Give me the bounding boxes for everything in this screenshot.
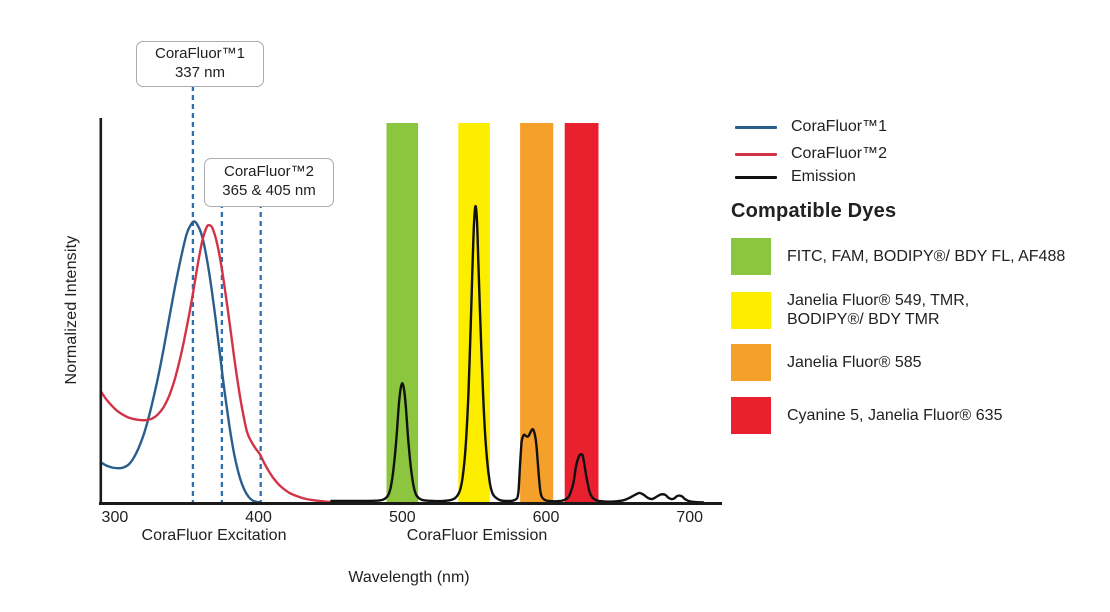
annotation-corafluor1-wavelength: 337 nm xyxy=(174,64,226,81)
annotation-corafluor2-wavelength: 365 & 405 nm xyxy=(222,182,316,199)
dye-label-line: Janelia Fluor® 585 xyxy=(787,354,922,371)
legend-line-swatch-red xyxy=(735,152,777,156)
x-axis-label: Wavelength (nm) xyxy=(348,569,470,586)
legend-label: CoraFluor™1 xyxy=(791,118,888,135)
dye-band-red xyxy=(564,123,599,503)
annotation-corafluor1-title: CoraFluor™1 xyxy=(154,45,246,62)
dye-item-red: Cyanine 5, Janelia Fluor® 635 xyxy=(731,397,1002,434)
legend-item-corafluor1: CoraFluor™1 xyxy=(735,118,887,136)
legend-item-emission: Emission xyxy=(735,168,856,186)
legend-line-swatch-blue xyxy=(735,125,777,129)
x-section-label-excitation: CoraFluor Excitation xyxy=(141,527,287,544)
annotation-corafluor1: CoraFluor™1 337 nm xyxy=(136,41,264,87)
annotation-corafluor2: CoraFluor™2 365 & 405 nm xyxy=(204,158,334,207)
spectra-chart: 300 400 500 600 700 xyxy=(99,86,722,526)
x-tick-label: 700 xyxy=(676,509,703,526)
dye-label-line: Janelia Fluor® 549, TMR, xyxy=(787,292,970,309)
x-axis-line xyxy=(99,502,722,505)
corafluor1-excitation-curve xyxy=(99,220,262,504)
x-tick-label: 500 xyxy=(389,509,416,526)
dye-band-green xyxy=(386,123,419,503)
dye-item-green: FITC, FAM, BODIPY®/ BDY FL, AF488 xyxy=(731,238,1065,275)
dye-swatch-yellow xyxy=(731,291,771,329)
dye-label-line: BODIPY®/ BDY TMR xyxy=(787,311,940,328)
dye-item-orange: Janelia Fluor® 585 xyxy=(731,344,922,381)
y-axis-line xyxy=(99,118,103,505)
emission-curve xyxy=(330,204,705,504)
legend-line-swatch-black xyxy=(735,175,777,179)
dye-swatch-orange xyxy=(731,344,771,381)
dye-swatch-red xyxy=(731,397,771,434)
dye-item-yellow: Janelia Fluor® 549, TMR, BODIPY®/ BDY TM… xyxy=(731,291,969,329)
x-section-label-emission: CoraFluor Emission xyxy=(406,527,548,544)
y-axis-label: Normalized Intensity xyxy=(63,235,80,385)
x-tick-label: 600 xyxy=(533,509,560,526)
legend-label: Emission xyxy=(791,168,856,185)
dye-label-line: FITC, FAM, BODIPY®/ BDY FL, AF488 xyxy=(787,248,1066,265)
legend-label: CoraFluor™2 xyxy=(791,145,888,162)
corafluor2-excitation-curve xyxy=(99,223,348,504)
annotation-corafluor2-title: CoraFluor™2 xyxy=(223,163,315,180)
dye-label-line: Cyanine 5, Janelia Fluor® 635 xyxy=(787,407,1003,424)
x-tick-label: 300 xyxy=(102,509,129,526)
compatible-dyes-heading: Compatible Dyes xyxy=(731,200,897,222)
dye-swatch-green xyxy=(731,238,771,275)
x-tick-label: 400 xyxy=(245,509,272,526)
legend-item-corafluor2: CoraFluor™2 xyxy=(735,145,887,163)
